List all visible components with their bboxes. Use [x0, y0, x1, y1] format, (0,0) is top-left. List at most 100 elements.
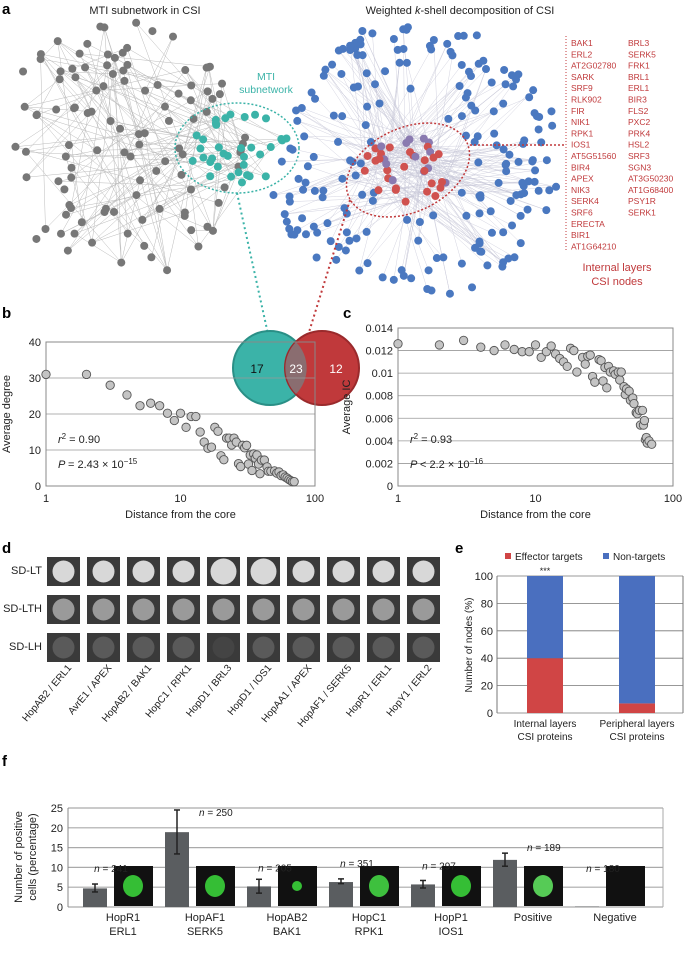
network-node [20, 102, 29, 111]
data-point [195, 427, 205, 437]
network-edge [440, 187, 481, 252]
network-node [60, 185, 69, 194]
y-tick-label: 20 [51, 823, 63, 835]
network-edge [60, 128, 121, 234]
yeast-colony [212, 636, 235, 659]
network-edge [138, 69, 186, 135]
outer-node [489, 107, 498, 116]
network-edge [367, 103, 380, 157]
category-label: RPK1 [355, 926, 384, 938]
network-node [155, 204, 164, 213]
data-point [476, 342, 486, 352]
outer-node [530, 177, 539, 186]
network-edge [387, 43, 448, 179]
outer-node [439, 253, 448, 262]
network-node [56, 67, 65, 76]
data-point [146, 398, 156, 408]
core-node [401, 197, 410, 206]
network-edge [36, 114, 199, 247]
outer-node [341, 246, 350, 255]
network-node [100, 207, 109, 216]
mti-node [199, 135, 208, 144]
outer-node [457, 259, 466, 268]
mti-connector [236, 192, 269, 335]
network-node [106, 116, 115, 125]
outer-node [474, 59, 483, 68]
mti-node [223, 151, 232, 160]
outer-node [403, 215, 412, 224]
network-edge [127, 64, 180, 149]
data-point [191, 411, 201, 422]
network-edge [40, 59, 46, 230]
network-node [164, 116, 173, 125]
core-node [385, 143, 394, 152]
network-edge [362, 30, 425, 171]
network-edge [375, 160, 507, 172]
row-label: SD-LTH [3, 603, 42, 615]
outer-node [358, 190, 367, 199]
core-node [436, 183, 445, 192]
network-edge [429, 151, 463, 264]
network-node [123, 43, 132, 52]
network-node [87, 107, 96, 116]
mti-node [211, 119, 220, 128]
outer-node [368, 196, 377, 205]
network-node [194, 242, 203, 251]
outer-node [454, 32, 463, 41]
network-edge [393, 155, 414, 280]
internal-node-label: AT2G02780 [571, 61, 616, 71]
outer-node [490, 129, 499, 138]
data-point [569, 345, 579, 356]
data-point [206, 442, 217, 452]
outer-node [346, 156, 355, 165]
yeast-colony [292, 598, 315, 621]
outer-node [500, 65, 509, 74]
x-tick-label: 10 [529, 493, 541, 505]
network-edge [413, 155, 507, 172]
network-edge [406, 142, 481, 198]
network-node [181, 66, 190, 75]
outer-node [399, 271, 408, 280]
outer-node [444, 114, 453, 123]
network-edge [91, 212, 185, 243]
outer-node [282, 217, 291, 226]
network-edge [380, 153, 536, 171]
mti-node [221, 114, 230, 123]
bar [247, 886, 271, 907]
outer-node [471, 106, 480, 115]
network-node [152, 166, 161, 175]
core-node [363, 151, 372, 160]
outer-node [389, 34, 398, 43]
internal-node-label: PSY1R [628, 196, 656, 206]
y-tick-label: 20 [29, 409, 41, 421]
core-node [383, 166, 392, 175]
network-edge [404, 166, 480, 242]
yeast-colony [372, 560, 395, 583]
core-node [423, 187, 432, 196]
outer-node [487, 78, 496, 87]
y-tick-label: 40 [481, 653, 493, 665]
internal-node-label: PXC2 [628, 117, 650, 127]
outer-node [356, 35, 365, 44]
network-edge [384, 63, 479, 160]
yeast-colony [250, 558, 277, 585]
outer-node [512, 191, 521, 200]
network-edge [79, 53, 210, 67]
network-node [140, 241, 149, 250]
network-edge [40, 53, 185, 217]
n-symbol: n [94, 864, 100, 875]
chart-c: 0 0.002 0.004 0.006 0.008 0.01 0.012 0.014 1 10 10… [341, 323, 682, 521]
outer-node [351, 171, 360, 180]
network-edge [375, 160, 408, 220]
outer-node [319, 186, 328, 195]
network-edge [379, 158, 480, 242]
outer-node [486, 207, 495, 216]
venn-internal [284, 330, 360, 406]
mti-node [214, 143, 223, 152]
network-edge [127, 64, 242, 151]
network-edge [127, 64, 207, 113]
category-label: SERK5 [187, 926, 223, 938]
n-annotation: n = 297 [422, 861, 456, 872]
network-node [53, 37, 62, 46]
outer-node [475, 191, 484, 200]
